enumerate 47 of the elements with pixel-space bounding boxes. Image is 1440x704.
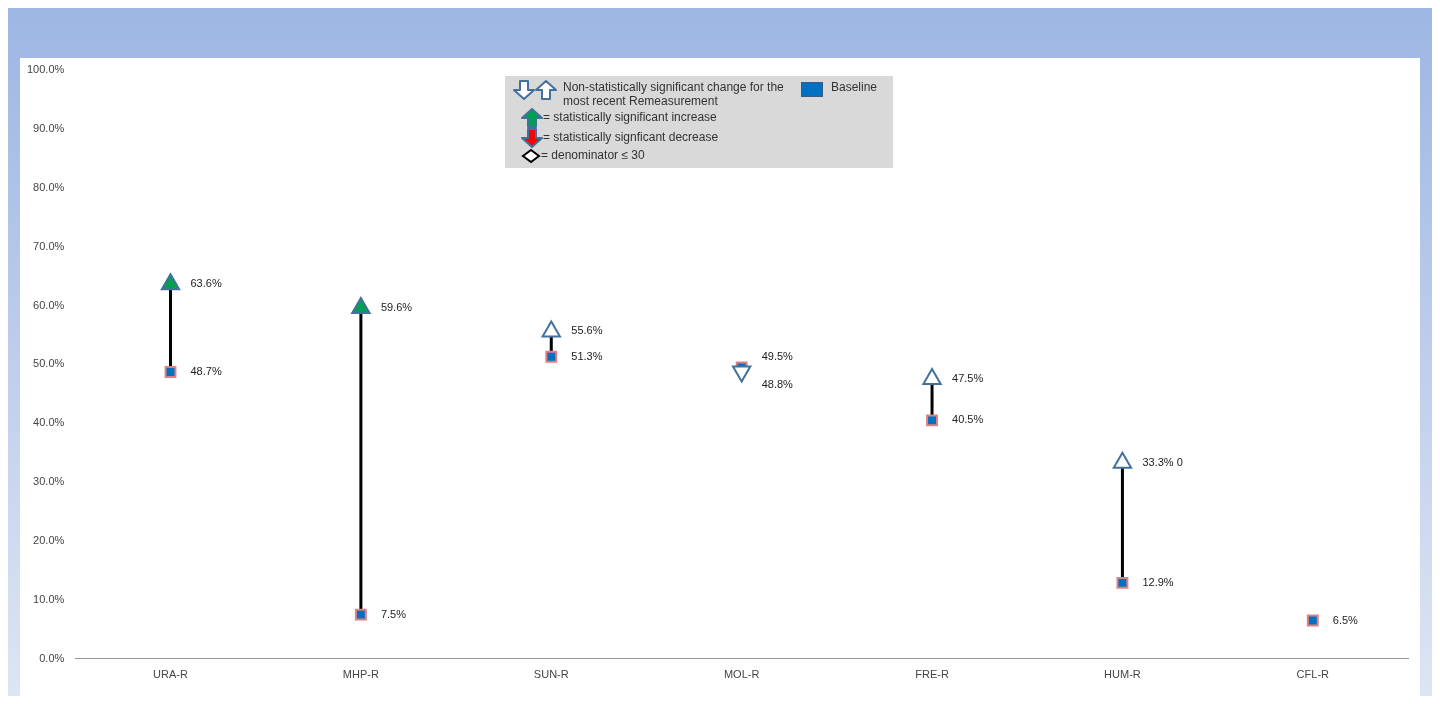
y-tick-label: 20.0% <box>33 534 65 547</box>
point <box>160 273 181 291</box>
y-tick-label: 70.0% <box>33 239 65 252</box>
point <box>1306 614 1319 627</box>
data-label: 40.5% <box>952 413 984 426</box>
data-label: 47.5% <box>952 372 984 385</box>
y-tick-label: 0.0% <box>39 651 65 664</box>
y-tick-label: 30.0% <box>33 475 65 488</box>
data-label: 6.5% <box>1332 613 1359 626</box>
point <box>1116 576 1129 589</box>
point <box>545 350 558 363</box>
annotation: Non-statistically significant change for the most recent Remeasurement <box>563 80 785 108</box>
data-label: 12.9% <box>1142 575 1174 588</box>
y-tick-label: 50.0% <box>33 357 65 370</box>
point <box>164 366 177 378</box>
y-tick-label: 90.0% <box>33 121 65 134</box>
x-tick-label: HUM-R <box>1104 668 1141 681</box>
y-tick-label: 10.0% <box>33 592 65 605</box>
annotation: = denominator ≤ 30 <box>540 148 646 164</box>
data-label: 48.7% <box>190 365 222 378</box>
x-tick-label: MOL-R <box>723 668 760 681</box>
data-label: 63.6% <box>190 277 222 290</box>
y-tick-label: 100.0% <box>27 63 65 76</box>
x-tick-label: MHP-R <box>342 668 379 681</box>
y-tick-label: 40.0% <box>33 416 65 429</box>
data-label: 51.3% <box>571 349 603 362</box>
annotation: = statistically significant increase <box>542 109 718 127</box>
x-tick-label: CFL-R <box>1296 668 1330 681</box>
point <box>1112 451 1133 469</box>
data-label: 33.3% 0 <box>1142 455 1183 468</box>
point <box>926 414 938 427</box>
x-tick-label: FRE-R <box>915 668 949 681</box>
data-label: 7.5% <box>380 607 407 620</box>
data-label: 55.6% <box>571 324 603 337</box>
point <box>541 320 561 338</box>
legend-label: Baseline <box>831 80 878 94</box>
annotation: = statistically signficant decrease <box>542 129 720 147</box>
data-label: 59.6% <box>380 300 413 313</box>
data-label: 48.8% <box>761 378 794 391</box>
y-tick-label: 80.0% <box>33 180 65 193</box>
point <box>354 608 367 621</box>
x-tick-label: URA-R <box>153 668 188 681</box>
data-label: 49.5% <box>761 350 794 363</box>
point <box>922 368 942 386</box>
x-tick-label: SUN-R <box>533 668 569 681</box>
y-tick-label: 60.0% <box>33 298 65 311</box>
point <box>351 296 371 314</box>
